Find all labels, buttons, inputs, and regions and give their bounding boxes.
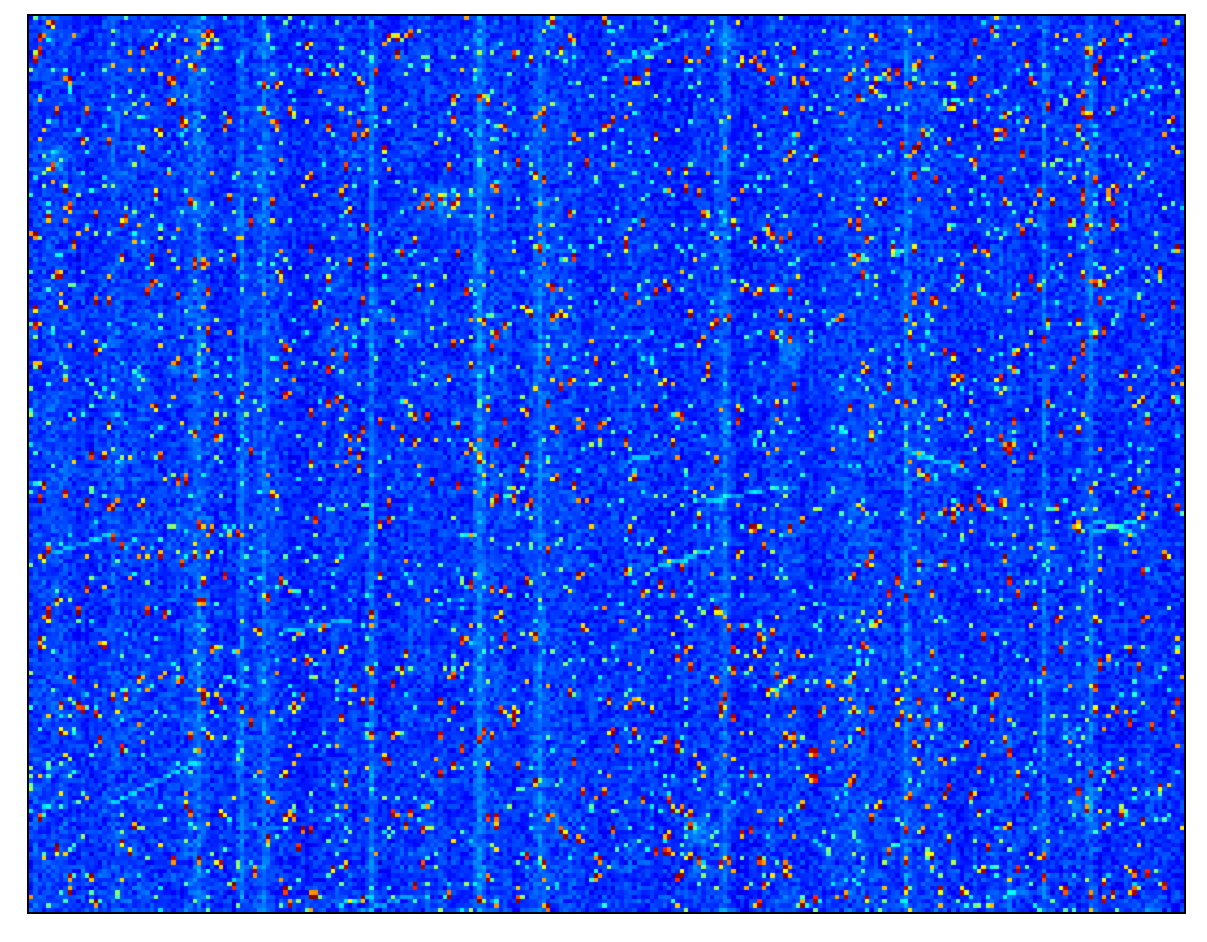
image-frame [27,14,1186,914]
detector-noise-heatmap-image [29,16,1184,912]
